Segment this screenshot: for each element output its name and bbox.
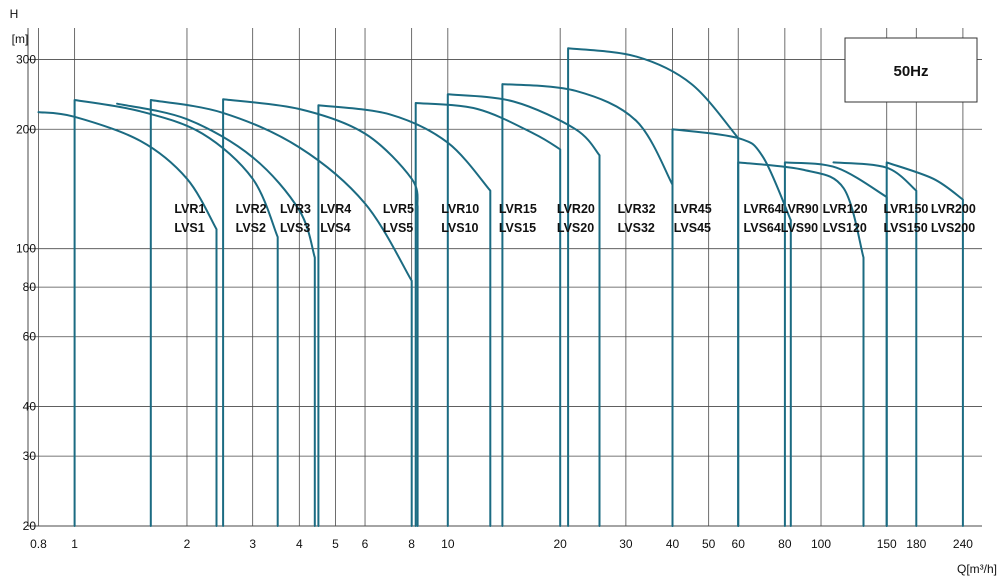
series-curve [446,93,601,527]
series-label: LVR1 [174,202,205,216]
x-tick-label: 0.8 [30,537,47,551]
series-label: LVS45 [674,221,711,235]
x-tick-label: 8 [408,537,415,551]
y-tick-label: 80 [23,280,37,294]
frequency-label: 50Hz [893,63,928,80]
series-curve [501,83,674,527]
series-label: LVR15 [499,202,537,216]
x-tick-label: 5 [332,537,339,551]
series-curve [783,161,888,527]
frequency-box-frame [844,37,978,103]
x-tick-label: 20 [553,537,567,551]
x-tick-label: 180 [906,537,926,551]
series-curve [73,99,279,527]
x-tick-label: 80 [778,537,792,551]
series-label: LVR200 [931,202,976,216]
x-tick-label: 60 [732,537,746,551]
series-label: LVS200 [931,221,975,235]
series-label: LVR20 [557,202,595,216]
series-curve [37,111,218,527]
x-tick-label: 1 [71,537,78,551]
series-label: LVS15 [499,221,536,235]
x-tick-label: 3 [249,537,256,551]
series-label: LVS3 [280,221,310,235]
series-label: LVR64 [744,202,782,216]
series-curve [414,102,562,527]
series-label: LVS5 [383,221,413,235]
series-curve [116,102,316,527]
series-label: LVR32 [618,202,656,216]
frequency-box: 50Hz [844,37,978,103]
curves [37,47,964,527]
series-label: LVS150 [883,221,927,235]
tick-labels: 0.8 1 2 3 4 5 6 8 10 20 30 40 50 60 80 100 150 180 240 20 30… [16,52,973,551]
series-curve [885,161,964,527]
series-label: LVS2 [236,221,266,235]
series-curve [737,161,865,527]
series-label: LVR3 [280,202,311,216]
x-tick-label: 50 [702,537,716,551]
series-label: LVR5 [383,202,414,216]
x-tick-label: 4 [296,537,303,551]
series-label: LVS64 [744,221,781,235]
series-label: LVR4 [320,202,351,216]
y-tick-label: 200 [16,122,36,136]
series-curve [567,47,740,527]
series-label: LVS20 [557,221,594,235]
series-labels: LVR1 LVS1 LVR2 LVS2 LVR3 LVS3 LVR4 LVS4 LVR5 LVS5… [174,202,976,235]
y-tick-label: 100 [16,242,36,256]
x-axis-label: Q[m³/h] [957,562,997,576]
series-curve [671,128,792,527]
y-axis-label: H [10,7,19,21]
x-tick-label: 40 [666,537,680,551]
y-axis-unit: [m] [12,32,29,46]
series-label: LVR120 [823,202,868,216]
y-tick-label: 300 [16,52,36,66]
series-label: LVR150 [883,202,928,216]
series-label: LVR2 [236,202,267,216]
series-curve [149,99,413,527]
x-tick-label: 100 [811,537,831,551]
y-tick-label: 20 [23,519,37,533]
y-tick-label: 60 [23,330,37,344]
y-tick-label: 30 [23,449,37,463]
series-label: LVS32 [618,221,655,235]
x-tick-label: 30 [619,537,633,551]
x-tick-label: 2 [184,537,191,551]
series-label: LVS1 [174,221,204,235]
x-tick-label: 10 [441,537,455,551]
x-tick-label: 240 [953,537,973,551]
series-label: LVR90 [781,202,819,216]
series-label: LVS4 [320,221,350,235]
y-tick-label: 40 [23,400,37,414]
series-label: LVR45 [674,202,712,216]
series-label: LVS120 [823,221,867,235]
series-curve [317,104,492,527]
x-tick-label: 150 [877,537,897,551]
x-tick-label: 6 [362,537,369,551]
series-label: LVS10 [441,221,478,235]
series-label: LVS90 [781,221,818,235]
series-label: LVR10 [441,202,479,216]
